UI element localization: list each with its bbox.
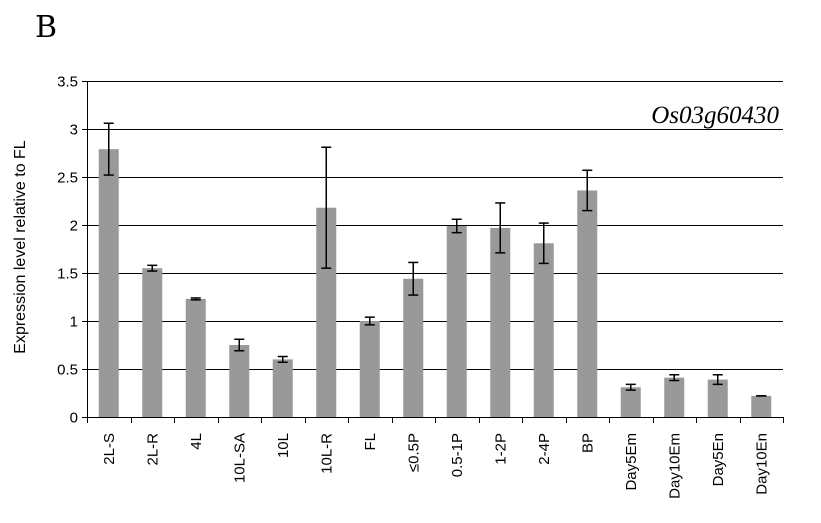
x-tick-label: FL [362, 433, 379, 451]
bar-Day5Em [620, 387, 641, 417]
chart-title: Os03g60430 [651, 102, 779, 129]
bar-2L-S [98, 149, 119, 417]
bars [98, 149, 772, 417]
bar-4L [185, 298, 206, 417]
x-tick-label: 2L-R [144, 433, 161, 466]
y-tick-label: 3.5 [57, 74, 78, 91]
error-bars [103, 122, 767, 397]
bar-10L-SA [229, 345, 250, 417]
bar-2L-R [142, 268, 163, 417]
x-tick-label: Day5En [710, 433, 727, 486]
y-tick-label: 0 [70, 410, 78, 427]
x-tick-label: 2-4P [536, 433, 553, 465]
bar-0.5-1P [446, 225, 467, 417]
panel-label: B [35, 10, 57, 45]
bar-Day10Em [664, 377, 685, 417]
x-tick-label: Day10En [753, 433, 770, 495]
bar-10L-R [316, 207, 337, 417]
x-tick-label: Day5Em [623, 433, 640, 491]
bar-1-2P [490, 227, 511, 417]
y-axis-title: Expression level relative to FL [12, 140, 29, 354]
axes [82, 81, 784, 423]
x-tick-label: ≤0.5P [405, 433, 422, 472]
bar-FL [359, 321, 380, 417]
bar-Day10En [751, 395, 772, 417]
bar-2-4P [533, 243, 554, 417]
x-tick-label: 0.5-1P [449, 433, 466, 477]
x-tick-label: 1-2P [492, 433, 509, 465]
y-tick-label: 1 [70, 314, 78, 331]
y-tick-labels: 0 0.5 1 1.5 2 2.5 3 3.5 [57, 74, 78, 427]
y-tick-label: 2.5 [57, 170, 78, 187]
y-tick-label: 2 [70, 218, 78, 235]
x-tick-label: 10L [275, 433, 292, 458]
y-tick-label: 1.5 [57, 266, 78, 283]
bar-≤0.5P [403, 278, 424, 417]
x-tick-label: 4L [188, 433, 205, 450]
x-tick-labels: 2L-S 2L-R 4L 10L-SA 10L 10L-R FL ≤0.5P 0.5-1P 1-2… [101, 433, 771, 499]
x-tick-label: 10L-R [318, 433, 335, 474]
y-tick-label: 3 [70, 122, 78, 139]
bar-Day5En [707, 379, 728, 417]
x-tick-label: Day10Em [666, 433, 683, 499]
bar-10L [272, 359, 293, 417]
x-tick-label: BP [579, 433, 596, 453]
x-tick-label: 2L-S [101, 433, 118, 465]
bar-BP [577, 190, 598, 417]
x-tick-label: 10L-SA [231, 433, 248, 483]
y-tick-label: 0.5 [57, 362, 78, 379]
